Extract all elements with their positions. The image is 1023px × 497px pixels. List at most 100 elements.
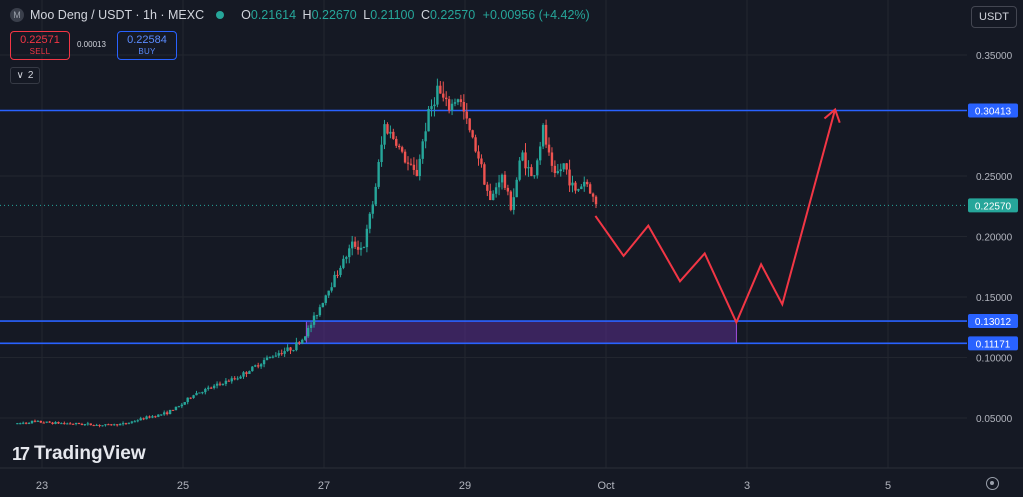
candle-body	[151, 416, 154, 418]
candle-body	[254, 365, 257, 367]
candle-body	[321, 302, 325, 308]
price-label-bg	[968, 314, 1018, 329]
candle-body	[186, 397, 189, 403]
zone-rect	[305, 320, 737, 344]
candle-body	[298, 342, 301, 344]
candle-body	[503, 174, 507, 188]
price-label-bg	[968, 336, 1018, 351]
candle-body	[139, 418, 142, 421]
candle-body	[468, 118, 471, 131]
candle-body	[339, 267, 342, 276]
y-tick-label: 0.20000	[976, 233, 1013, 244]
candle-body	[262, 360, 266, 365]
candle-body	[195, 393, 198, 396]
candle-body	[536, 160, 539, 176]
price-label-bg	[968, 103, 1018, 118]
sell-price: 0.22571	[20, 33, 60, 46]
x-tick-label: 23	[36, 480, 48, 492]
candle-body	[215, 383, 219, 386]
candle-body	[442, 93, 445, 98]
candle-body	[462, 101, 466, 112]
x-tick-label: 25	[177, 480, 189, 492]
price-axis[interactable]: 0.35000 0.25000 0.20000 0.15000 0.10000 0.050…	[967, 0, 1023, 497]
coin-logo: M	[10, 8, 24, 22]
candle-body	[168, 409, 172, 415]
horizontal-levels	[0, 109, 967, 345]
candle-body	[121, 423, 125, 425]
currency-selector[interactable]: USDT	[971, 6, 1017, 28]
candle-body	[586, 181, 589, 185]
candle-body	[430, 106, 433, 109]
candle-body	[500, 174, 504, 183]
candle-body	[116, 424, 119, 426]
candle-body	[571, 182, 574, 186]
candle-body	[312, 315, 316, 325]
candle-body	[227, 380, 231, 382]
candle-body	[383, 124, 386, 145]
candle-body	[568, 169, 571, 186]
sell-button[interactable]: 0.22571 SELL	[10, 31, 70, 60]
indicators-toggle[interactable]: ∨ 2	[10, 67, 40, 84]
candle-body	[130, 421, 134, 423]
projection-line	[594, 109, 837, 325]
tradingview-logo-icon: 17	[12, 443, 30, 464]
candle-body	[201, 392, 204, 394]
candle-body	[51, 422, 54, 424]
high-value: 0.22670	[311, 8, 357, 22]
candle-body	[148, 416, 151, 418]
gear-icon[interactable]	[986, 477, 999, 490]
candle-body	[544, 124, 548, 145]
candle-body	[124, 423, 128, 425]
tradingview-logo[interactable]: 17 TradingView	[12, 443, 146, 465]
candle-body	[559, 169, 562, 172]
price-label-bg	[968, 198, 1018, 213]
high-key: H	[302, 8, 312, 22]
candle-body	[436, 85, 439, 105]
candle-body	[210, 387, 213, 389]
candle-body	[301, 339, 304, 344]
candle-body	[74, 422, 78, 425]
y-tick-label: 0.35000	[976, 51, 1013, 62]
candle-body	[553, 165, 557, 174]
candle-body	[489, 190, 492, 201]
candle-body	[118, 424, 122, 426]
candle-body	[16, 423, 19, 425]
candle-body	[295, 342, 298, 351]
candle-body	[377, 162, 380, 187]
candle-body	[480, 158, 483, 165]
demand-zone	[305, 320, 737, 344]
candle-body	[588, 184, 592, 194]
candle-body	[180, 404, 184, 407]
candle-body	[509, 191, 513, 210]
candle-body	[398, 145, 401, 148]
candle-body	[389, 131, 392, 134]
buy-button[interactable]: 0.22584 BUY	[117, 31, 177, 60]
candle-body	[594, 196, 598, 205]
candle-body	[518, 160, 521, 180]
candle-body	[318, 307, 322, 316]
x-tick-label: 29	[459, 480, 471, 492]
candle-body	[69, 423, 72, 425]
candle-body	[22, 422, 25, 424]
candle-body	[530, 167, 533, 177]
candle-body	[330, 287, 333, 291]
price-label: 0.22570	[975, 201, 1012, 212]
candle-body	[327, 290, 330, 296]
candle-body	[371, 204, 374, 214]
candle-body	[365, 228, 369, 248]
candle-body	[245, 372, 248, 374]
candle-body	[71, 423, 75, 425]
candle-body	[550, 152, 554, 166]
candle-body	[157, 414, 160, 417]
symbol-title[interactable]: Moo Deng / USDT · 1h · MEXC	[30, 8, 205, 22]
candle-body	[218, 383, 222, 385]
candle-body	[66, 423, 69, 425]
candle-body	[283, 351, 286, 354]
market-status-dot	[216, 11, 225, 19]
candle-body	[30, 420, 34, 424]
candlestick-series	[16, 78, 598, 428]
candle-body	[39, 420, 43, 423]
candle-body	[445, 97, 448, 100]
time-axis[interactable]: 23 25 27 29 Oct 3 5	[0, 467, 1023, 492]
